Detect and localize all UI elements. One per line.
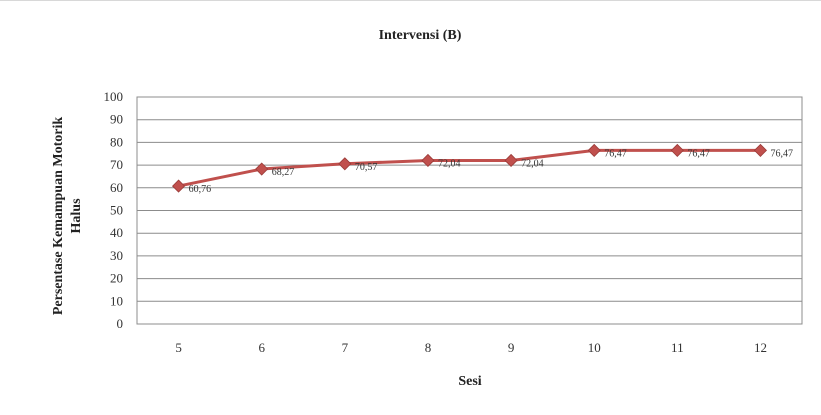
data-label: 76,47 [604,148,627,159]
x-tick-label: 10 [588,340,601,355]
data-point-marker [338,157,352,171]
data-point-marker [587,143,601,157]
plot-area: 0 10 20 30 40 50 60 70 80 90 100 5 6 7 8 9 10 11 12 60,76 68… [104,89,803,355]
data-label: 68,27 [272,167,295,178]
y-tick-label: 10 [110,293,123,308]
y-tick-label: 90 [110,112,123,127]
x-tick-label: 5 [175,340,182,355]
x-tick-label: 7 [342,340,349,355]
data-point-marker [753,143,768,157]
x-tick-label: 11 [671,340,684,355]
y-tick-label: 80 [110,134,123,149]
chart-title: Intervensi (B) [379,28,462,43]
y-tick-label: 40 [110,225,123,240]
x-axis-title: Sesi [458,374,481,389]
data-point-marker [421,153,435,168]
x-tick-label: 8 [425,340,432,355]
data-label: 60,76 [189,184,212,195]
y-tick-label: 50 [110,203,123,218]
y-axis-title-line-2: Halus [69,198,84,234]
y-tick-label: 70 [110,157,123,172]
data-point-marker [171,179,186,193]
data-label: 72,04 [438,158,461,169]
data-point-marker [255,162,269,176]
series-line [178,148,761,188]
y-axis-title-line-1: Persentase Kemampuan Motorik [51,117,66,316]
y-tick-label: 60 [110,180,123,195]
data-label: 76,47 [687,148,710,159]
x-tick-label: 6 [258,340,265,355]
data-label: 72,04 [521,158,544,169]
y-axis-title: Persentase Kemampuan Motorik Halus [51,117,84,316]
x-tick-label: 12 [754,340,767,355]
data-point-marker [670,143,684,157]
data-label: 70,57 [355,162,378,173]
data-point-marker [504,153,518,168]
y-tick-label: 0 [117,316,124,331]
y-tick-label: 30 [110,248,123,263]
x-tick-label: 9 [508,340,515,355]
y-tick-label: 20 [110,271,123,286]
data-label: 76,47 [770,148,793,159]
y-tick-label: 100 [104,89,124,104]
